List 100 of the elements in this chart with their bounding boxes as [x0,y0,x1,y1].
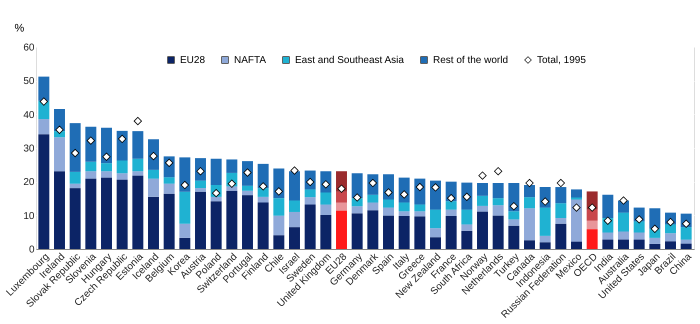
point [525,178,534,188]
point [604,216,612,225]
legend-label: EU28 [180,55,206,66]
bar [586,210,598,221]
bar [367,202,378,210]
bar [289,212,300,228]
bar [524,185,535,198]
bar [70,123,81,172]
bar [242,195,253,249]
bar [320,192,332,205]
y-tick-label: 0 [28,244,35,256]
point [55,126,64,134]
bar [70,184,81,188]
bar [571,197,582,200]
bar [289,171,300,201]
bar [555,218,566,224]
bar [524,197,535,208]
bar [461,230,472,249]
bar [116,180,128,249]
point [274,187,283,196]
bar [116,160,128,174]
bar [210,196,222,202]
bar [132,176,144,249]
bar [70,188,81,249]
bar [540,208,551,236]
bar [85,171,96,179]
bar [85,162,96,172]
point [572,203,581,212]
bar [85,126,96,162]
y-tick-label: 40 [23,110,35,121]
bar [540,236,551,242]
bar [179,224,190,238]
legend-label: East and Southeast Asia [295,55,404,66]
bar [367,194,378,203]
bar [38,76,50,101]
bar [634,232,645,240]
y-tick-label: 30 [23,144,35,154]
bar [210,158,222,186]
point [556,178,565,188]
bar [477,212,488,249]
bar [508,219,520,226]
point [384,188,393,197]
point [494,167,502,176]
bar [242,190,253,196]
bar [398,211,410,216]
bar [618,240,629,249]
bar [289,200,300,212]
y-tick-label: 20 [23,177,35,188]
bar [116,173,128,180]
bar [320,204,332,215]
bar [148,196,159,249]
bar [352,173,363,198]
bar [680,244,692,249]
bar [38,119,50,134]
point [510,202,518,210]
bar [273,216,284,236]
bar [665,224,676,234]
bar [132,171,144,176]
bar [414,216,426,249]
bar [352,206,363,214]
bar [289,227,300,249]
point [118,134,126,144]
bar [571,200,582,242]
bar [38,134,50,249]
point [478,172,487,180]
bar [101,171,112,178]
bar [258,196,269,203]
point [353,193,362,202]
bar [258,202,269,249]
bar [618,231,629,240]
bar [586,229,598,249]
point [337,184,346,193]
bar [304,189,316,198]
bar [304,204,316,249]
bar [461,224,472,231]
bar [602,232,614,240]
bar [430,210,441,228]
point [134,116,142,126]
bar [383,216,394,249]
y-tick-label: 50 [23,76,35,88]
point [650,224,659,233]
bar [398,216,410,249]
bar [446,216,457,249]
bar [492,216,504,249]
point [259,182,268,190]
legend-label: NAFTA [234,55,266,66]
bar [555,187,566,204]
point [635,215,644,224]
bar [571,189,582,198]
bar [492,198,504,206]
bar [586,220,598,230]
bar [304,197,316,205]
bar [148,170,159,179]
bar [195,180,206,188]
bar [70,172,81,184]
bar [680,227,692,240]
bar [477,206,488,212]
bar [179,157,190,192]
bar [680,240,692,244]
bar [602,194,614,218]
